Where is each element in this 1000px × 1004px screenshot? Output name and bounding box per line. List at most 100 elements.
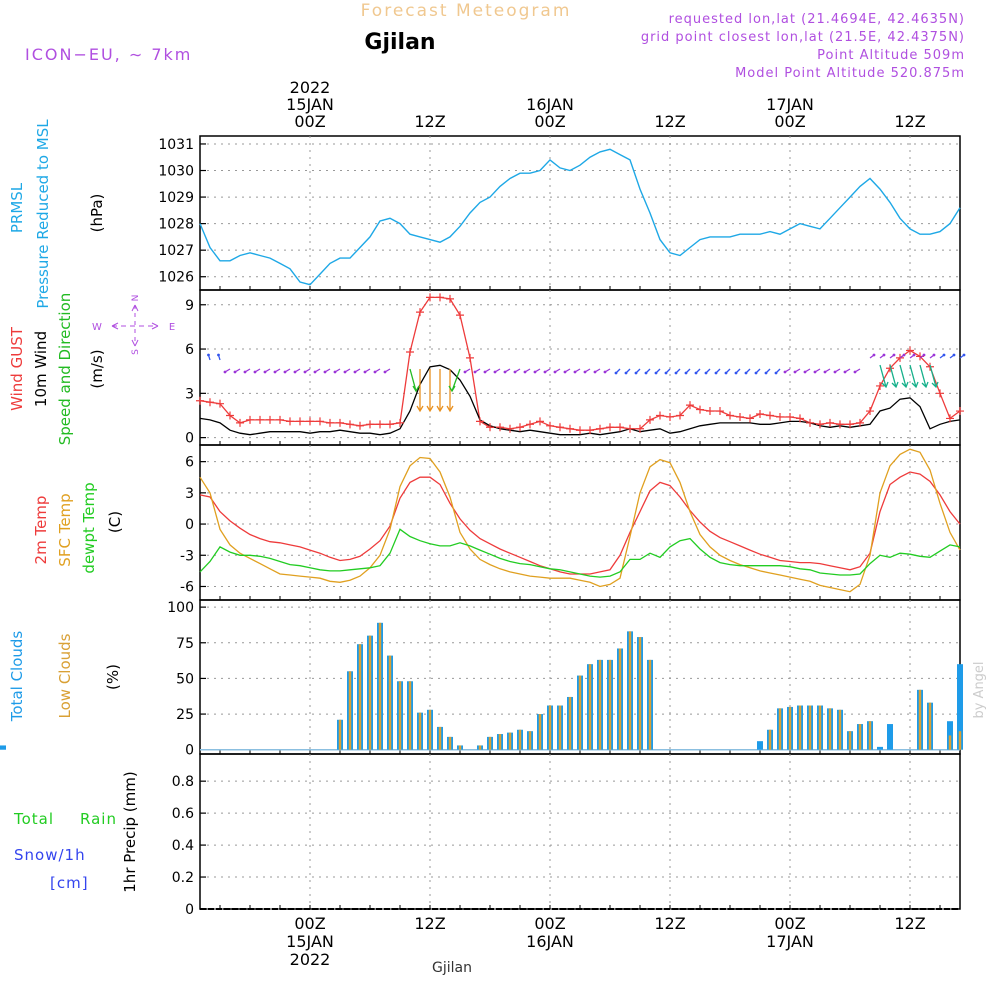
product-title: Forecast Meteogram	[361, 1, 572, 21]
wind-direction-head	[783, 370, 787, 374]
low-cloud-bar	[848, 731, 852, 750]
gust-marker	[396, 418, 404, 427]
total-label: Total	[13, 810, 54, 828]
gust-marker	[956, 407, 964, 416]
low-cloud-bar	[598, 659, 602, 750]
wind-direction-head	[724, 371, 728, 375]
wind-direction-head	[912, 353, 916, 357]
low-cloud-bar	[808, 705, 812, 750]
gust-marker	[346, 420, 354, 429]
low-cloud-bar	[628, 631, 632, 750]
wind-direction-head	[343, 370, 347, 374]
top-hour-label-2: 00Z	[534, 112, 565, 131]
gust-marker	[906, 346, 914, 355]
ytick-label-clouds-1: 25	[176, 707, 194, 723]
gust-marker	[786, 412, 794, 421]
wind-direction-head	[273, 370, 277, 374]
wind-direction-head	[754, 371, 758, 375]
wind-direction-head	[813, 370, 817, 374]
gust-marker	[366, 420, 374, 429]
wind-direction-head	[233, 370, 237, 374]
wind-direction-head	[383, 370, 387, 374]
gust-marker	[466, 353, 474, 362]
wind-direction-head	[634, 371, 638, 375]
ytick-label-temp-2: 0	[185, 517, 194, 533]
gust-marker	[276, 415, 284, 424]
snow-label: Snow/1h	[14, 846, 86, 864]
temp2m-label: 2m Temp	[32, 496, 50, 565]
clouds-panel: 0 25 50 75 100	[0, 600, 963, 759]
gust-marker	[666, 412, 674, 421]
wind-unit: (m/s)	[88, 349, 106, 388]
ytick-label-precip-2: 0.4	[172, 838, 194, 854]
pressure-labels: PRMSL Pressure Reduced to MSL (hPa)	[8, 119, 106, 309]
ytick-label-pressure-2: 1028	[158, 217, 194, 233]
panel-frames	[199, 135, 961, 910]
ytick-label-wind-3: 9	[185, 298, 194, 314]
gust-marker	[716, 407, 724, 416]
gust-marker	[876, 381, 884, 390]
compass-s-label: S	[131, 349, 141, 355]
gust-marker	[536, 417, 544, 426]
gust-marker	[496, 423, 504, 432]
frame-precip	[199, 753, 961, 910]
wind-direction-head	[882, 353, 886, 357]
prmsl-desc-label: Pressure Reduced to MSL	[34, 119, 52, 309]
low-cloud-bar	[838, 709, 842, 750]
frame-pressure	[199, 135, 961, 291]
top-hour-label-0: 00Z	[294, 112, 325, 131]
bottom-hour-label-3: 12Z	[654, 914, 685, 933]
grid-point-coords: grid point closest lon,lat (21.5E, 42.43…	[641, 30, 965, 45]
wind-direction-head	[207, 353, 210, 357]
top-year-label-0: 2022	[290, 78, 331, 97]
dewpt-label: dewpt Temp	[80, 482, 98, 573]
wind-direction-label: Speed and Direction	[56, 293, 74, 446]
low-cloud-bar	[338, 719, 342, 750]
gust-marker	[696, 405, 704, 414]
total-cloud-bar	[947, 721, 953, 750]
wind-direction-head	[493, 370, 497, 374]
top-hour-label-4: 00Z	[774, 112, 805, 131]
wind-direction-head	[593, 370, 597, 374]
wind-direction-head	[523, 370, 527, 374]
strong-wind-arrow-head	[448, 385, 456, 393]
wind-direction-head	[744, 371, 748, 375]
wind-direction-head	[603, 370, 607, 374]
gust-marker	[216, 399, 224, 408]
gust-marker	[296, 417, 304, 426]
gust-marker	[356, 421, 364, 430]
wind-direction-head	[644, 371, 648, 375]
gust-marker	[256, 415, 264, 424]
wind-direction-head	[473, 370, 477, 374]
low-cloud-bar	[458, 745, 462, 750]
total-cloud-bar	[957, 664, 963, 750]
wind-direction-head	[674, 371, 678, 375]
ytick-label-pressure-0: 1026	[158, 270, 194, 286]
ytick-label-precip-0: 0	[185, 902, 194, 918]
low-cloud-bar	[398, 681, 402, 750]
wind-direction-head	[694, 371, 698, 375]
footer-location: Gjilan	[432, 960, 472, 976]
wind-direction-head	[922, 353, 926, 357]
low-cloud-bar	[828, 708, 832, 750]
gust-marker	[706, 407, 714, 416]
top-date-label-4: 17JAN	[766, 95, 814, 114]
low-cloud-bar	[438, 726, 442, 750]
gust-marker	[476, 417, 484, 426]
wind-direction-head	[543, 370, 547, 374]
low-cloud-bar	[538, 714, 542, 750]
snow-unit-label: [cm]	[50, 874, 89, 892]
low-cloud-bar	[648, 659, 652, 750]
sfc-temp-label: SFC Temp	[56, 493, 74, 566]
bottom-date-label-0: 15JAN	[286, 932, 334, 951]
gust-marker	[436, 293, 444, 302]
low-cloud-bar	[788, 706, 792, 750]
low-clouds-label: Low Clouds	[56, 633, 74, 718]
low-cloud-bar	[548, 705, 552, 750]
gust-marker	[566, 424, 574, 433]
low-cloud-bar	[408, 681, 412, 750]
gust-marker	[486, 423, 494, 432]
strong-wind-arrow-head	[436, 405, 444, 413]
wind-line	[199, 364, 961, 436]
gust-marker	[556, 423, 564, 432]
